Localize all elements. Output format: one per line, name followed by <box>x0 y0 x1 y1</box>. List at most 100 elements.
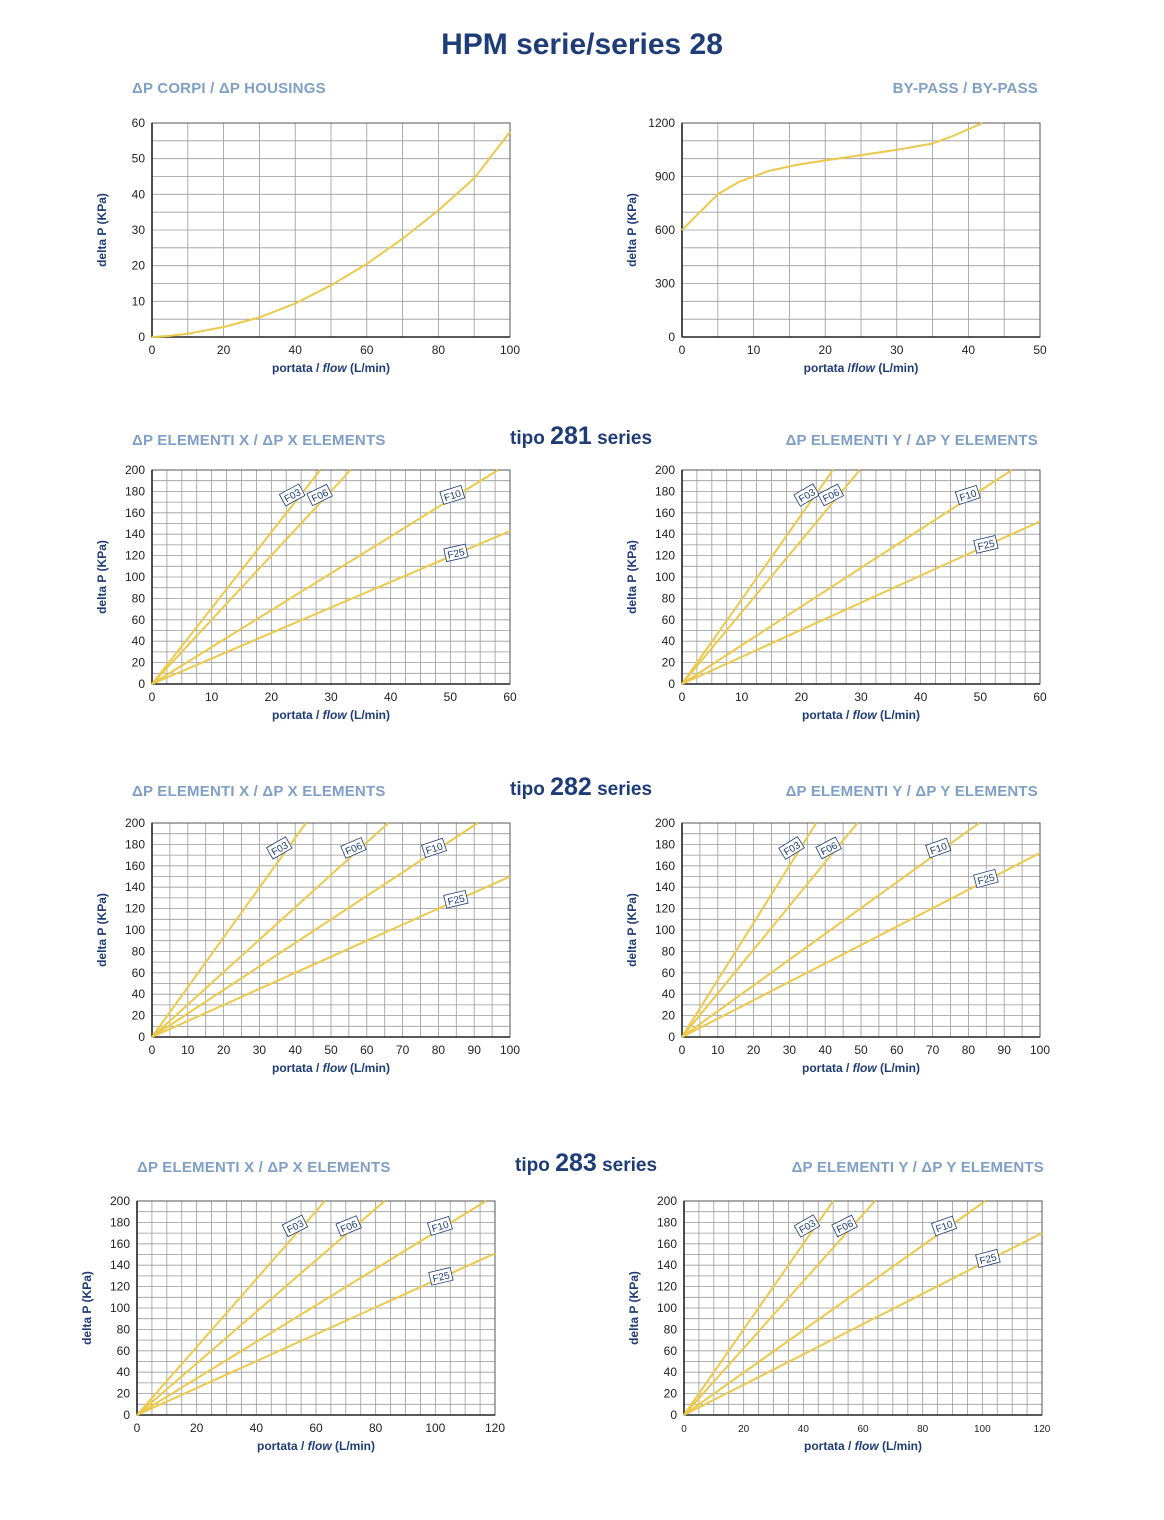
series-tag-box <box>335 1215 362 1237</box>
series-line-f10 <box>681 469 1013 685</box>
x-tick-label: 80 <box>369 1421 383 1435</box>
x-tick-label: 40 <box>819 1043 833 1057</box>
y-axis-label: delta P (KPa) <box>625 893 639 967</box>
series-tag-box <box>831 1214 858 1238</box>
x-axis-label-part: flow <box>855 1439 880 1453</box>
x-tick-label: 0 <box>149 343 156 357</box>
x-axis-label-part: portata / <box>257 1439 308 1453</box>
x-axis-label-part: flow <box>853 1061 878 1075</box>
x-tick-label: 10 <box>205 690 219 704</box>
y-tick-label: 100 <box>657 1301 677 1315</box>
series-label: F25 <box>977 538 997 553</box>
series-tag-box <box>793 1214 821 1238</box>
x-tick-label: 30 <box>253 1043 267 1057</box>
y-tick-label: 200 <box>657 1194 677 1208</box>
series-tag-box <box>778 836 805 860</box>
x-tick-label: 60 <box>1033 690 1047 704</box>
y-tick-label: 20 <box>117 1387 131 1401</box>
series-tag-f06: F06 <box>815 836 842 860</box>
y-tick-label: 60 <box>662 966 676 980</box>
y-tick-label: 40 <box>662 634 676 648</box>
x-tick-label: 0 <box>679 690 686 704</box>
x-axis-label-part: (L/min) <box>877 1061 920 1075</box>
series-line-f03 <box>681 469 834 685</box>
series-tag-box <box>306 483 333 507</box>
y-tick-label: 180 <box>657 1215 677 1229</box>
y-tick-label: 200 <box>125 816 145 830</box>
y-tick-label: 40 <box>132 187 146 201</box>
x-axis-label: portata / flow (L/min) <box>802 1061 920 1075</box>
x-axis-label-part: (L/min) <box>347 361 390 375</box>
series-line-f10 <box>151 822 479 1038</box>
x-axis-label: portata / flow (L/min) <box>802 708 920 722</box>
y-tick-label: 140 <box>125 527 145 541</box>
y-tick-label: 60 <box>132 116 146 130</box>
series-label: F25 <box>432 1270 452 1285</box>
series-line-f06 <box>681 822 859 1038</box>
x-axis-label-part: flow <box>853 708 878 722</box>
y-tick-label: 40 <box>117 1365 131 1379</box>
x-tick-label: 30 <box>854 690 868 704</box>
x-tick-label: 20 <box>747 1043 761 1057</box>
series-header-282: tipo 282 series <box>510 773 653 801</box>
series-tag-f03: F03 <box>793 483 820 507</box>
x-axis-label-part: flow <box>308 1439 333 1453</box>
y-tick-label: 180 <box>110 1215 130 1229</box>
y-tick-label: 900 <box>655 170 675 184</box>
series-tag-box <box>793 483 820 507</box>
series-tag-f03: F03 <box>793 1214 821 1238</box>
series-label: F10 <box>431 1219 451 1235</box>
series-tag-f10: F10 <box>421 837 448 859</box>
x-tick-label: 0 <box>149 1043 156 1057</box>
x-axis-label-part: flow <box>323 1061 348 1075</box>
x-tick-label: 70 <box>396 1043 410 1057</box>
series-label: F10 <box>425 841 445 857</box>
series-line-f10 <box>136 1200 487 1416</box>
y-tick-label: 600 <box>655 223 675 237</box>
y-tick-label: 120 <box>655 549 675 563</box>
x-tick-label: 100 <box>425 1421 445 1435</box>
x-tick-label: 50 <box>854 1043 868 1057</box>
x-tick-label: 40 <box>962 343 976 357</box>
section-label-y282: ΔP ELEMENTI Y / ΔP Y ELEMENTS <box>785 783 1038 800</box>
y-tick-label: 80 <box>132 944 146 958</box>
grid <box>151 122 511 338</box>
chart-y281: 0 10 20 30 40 50 60 0 20 40 60 80 100 120 140 160 180 200… <box>625 463 1047 722</box>
y-tick-label: 160 <box>655 506 675 520</box>
x-axis-label-part: portata / <box>804 361 852 375</box>
series-label: F25 <box>977 872 997 887</box>
x-axis-label-part: (L/min) <box>879 1439 922 1453</box>
x-tick-label: 40 <box>914 690 928 704</box>
x-tick-label: 30 <box>890 343 904 357</box>
x-tick-label: 20 <box>738 1424 750 1435</box>
x-tick-label: 40 <box>798 1424 810 1435</box>
x-tick-label: 40 <box>250 1421 264 1435</box>
y-tick-label: 20 <box>132 656 146 670</box>
x-tick-label: 100 <box>500 1043 520 1057</box>
series-tag-f10: F10 <box>439 484 466 505</box>
x-axis-label-part: (L/min) <box>875 361 918 375</box>
y-tick-label: 50 <box>132 152 146 166</box>
grid <box>151 822 511 1038</box>
page-title: HPM serie/series 28 <box>441 28 723 61</box>
x-axis-label: portata / flow (L/min) <box>257 1439 375 1453</box>
x-tick-label: 90 <box>468 1043 482 1057</box>
x-tick-label: 40 <box>289 1043 303 1057</box>
y-tick-label: 60 <box>117 1344 131 1358</box>
x-tick-label: 60 <box>890 1043 904 1057</box>
x-tick-label: 50 <box>324 1043 338 1057</box>
series-tag-f25: F25 <box>975 1248 1001 1269</box>
y-tick-label: 40 <box>664 1365 678 1379</box>
y-tick-label: 140 <box>655 527 675 541</box>
series-tag-box <box>421 837 448 859</box>
y-tick-label: 60 <box>132 613 146 627</box>
series-tag-box <box>815 836 842 860</box>
chart-x281: 0 10 20 30 40 50 60 0 20 40 60 80 100 120 140 160 180 200… <box>95 463 517 722</box>
y-tick-label: 120 <box>125 902 145 916</box>
section-label-y283: ΔP ELEMENTI Y / ΔP Y ELEMENTS <box>791 1159 1044 1176</box>
x-axis-label-part: portata / <box>272 1061 323 1075</box>
x-axis-label: portata / flow (L/min) <box>272 1061 390 1075</box>
series-tag-box <box>265 836 293 860</box>
x-tick-label: 0 <box>679 343 686 357</box>
x-axis-label: portata /flow (L/min) <box>804 361 919 375</box>
